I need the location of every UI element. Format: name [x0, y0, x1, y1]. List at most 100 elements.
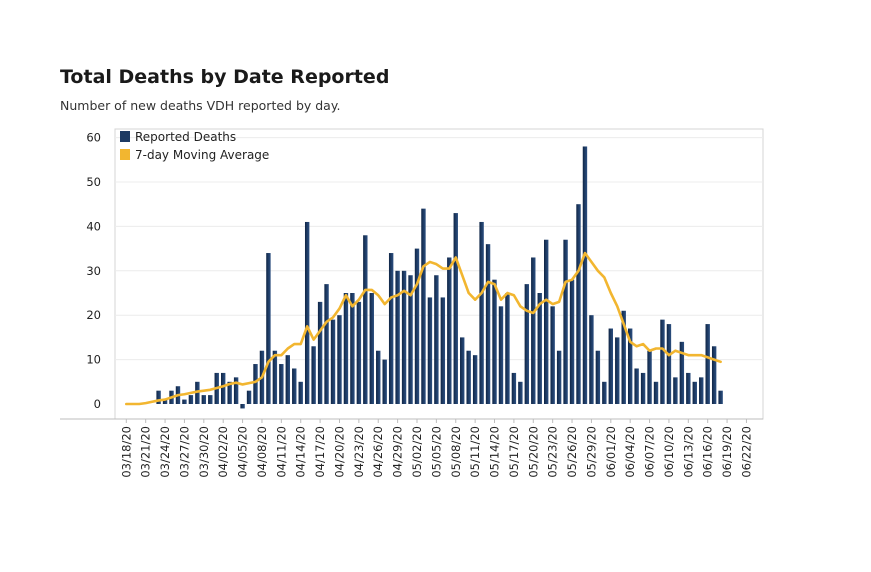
bar-04-10-20: [272, 350, 278, 404]
bar-05-05-20: [434, 275, 439, 404]
bar-06-18-20: [718, 390, 723, 404]
bar-06-15-20: [699, 377, 704, 404]
bar-05-08-20: [453, 213, 458, 404]
chart-subtitle: Number of new deaths VDH reported by day…: [60, 98, 341, 113]
bar-06-04-20: [627, 328, 633, 404]
bar-04-20-20: [337, 315, 342, 404]
gridlines: [115, 137, 763, 361]
bar-04-17-20: [317, 301, 323, 404]
x-tick-label: 04/17/20: [313, 426, 327, 478]
bar-04-03-20: [227, 381, 232, 404]
y-tick-label: 30: [86, 264, 101, 278]
bar-04-29-20: [395, 270, 400, 404]
x-tick-label: 06/19/20: [720, 426, 734, 478]
x-tick-label: 04/08/20: [255, 426, 269, 478]
x-tick-label: 05/02/20: [410, 426, 424, 478]
x-tick-label: 05/26/20: [565, 426, 579, 478]
bar-04-15-20: [304, 221, 310, 404]
bar-06-09-20: [660, 319, 665, 404]
x-tick-label: 03/21/20: [139, 426, 153, 478]
bar-05-06-20: [440, 297, 446, 404]
bar-05-27-20: [576, 204, 581, 404]
x-tick-label: 04/20/20: [332, 426, 346, 478]
bar-04-26-20: [376, 350, 381, 404]
bar-05-16-20: [505, 293, 510, 404]
x-tick-label: 05/20/20: [526, 426, 540, 478]
legend-label-moving-average: 7-day Moving Average: [135, 148, 269, 162]
bar-04-21-20: [343, 293, 349, 404]
bar-04-16-20: [311, 346, 316, 404]
y-axis: 0 10 20 30 40 50 60: [86, 131, 101, 411]
bar-03-31-20: [208, 395, 213, 404]
bar-05-15-20: [498, 306, 504, 404]
bar-05-17-20: [511, 372, 517, 404]
x-tick-label: 05/29/20: [584, 426, 598, 478]
bar-06-17-20: [711, 346, 717, 404]
bar-04-07-20: [253, 364, 258, 404]
y-tick-label: 20: [86, 308, 101, 322]
x-tick-label: 05/23/20: [546, 426, 560, 478]
bar-06-05-20: [634, 368, 639, 404]
bar-03-28-20: [188, 395, 194, 404]
bar-04-22-20: [350, 293, 355, 404]
bar-03-24-20: [162, 399, 168, 404]
y-tick-label: 0: [94, 397, 101, 411]
moving-average-line: [125, 251, 722, 406]
x-tick-label: 05/17/20: [507, 426, 521, 478]
bar-04-23-20: [356, 301, 362, 404]
bar-04-09-20: [266, 253, 271, 404]
bar-06-11-20: [673, 377, 678, 404]
bar-06-16-20: [705, 324, 710, 404]
x-tick-label: 04/23/20: [352, 426, 366, 478]
bar-05-21-20: [537, 293, 542, 404]
x-tick-label: 04/29/20: [391, 426, 405, 478]
bar-06-07-20: [647, 350, 652, 404]
bar-06-13-20: [686, 372, 691, 404]
bar-05-25-20: [563, 239, 568, 404]
plot-area: [114, 128, 764, 420]
x-tick-label: 06/10/20: [662, 426, 676, 478]
x-tick-label: 06/16/20: [701, 426, 715, 478]
bar-04-19-20: [330, 319, 336, 404]
bar-05-10-20: [466, 350, 471, 404]
bar-05-02-20: [414, 248, 420, 404]
bar-05-13-20: [485, 244, 491, 404]
bar-05-18-20: [518, 381, 523, 404]
bar-05-01-20: [408, 275, 413, 404]
bar-04-28-20: [388, 253, 394, 404]
x-tick-label: 03/27/20: [177, 426, 191, 478]
bar-04-18-20: [324, 284, 329, 404]
x-tick-label: 05/14/20: [488, 426, 502, 478]
bar-04-14-20: [298, 381, 303, 404]
bar-04-11-20: [279, 364, 284, 404]
x-tick-label: 03/24/20: [158, 426, 172, 478]
bar-04-06-20: [246, 390, 252, 404]
line-series: [125, 251, 722, 406]
bar-05-07-20: [447, 257, 452, 404]
bar-03-30-20: [201, 395, 207, 404]
x-tick-label: 03/18/20: [119, 426, 133, 478]
bar-03-27-20: [182, 399, 187, 404]
bar-05-12-20: [479, 221, 484, 404]
bar-04-27-20: [382, 359, 387, 404]
bar-04-04-20: [233, 377, 239, 404]
bar-05-28-20: [582, 146, 588, 405]
bar-04-30-20: [401, 270, 407, 404]
bar-06-01-20: [608, 328, 613, 404]
x-tick-label: 06/04/20: [623, 426, 637, 478]
bar-06-12-20: [679, 341, 685, 404]
y-tick-label: 10: [86, 353, 101, 367]
bar-04-12-20: [285, 355, 290, 404]
y-tick-label: 40: [86, 219, 101, 233]
bar-05-24-20: [556, 350, 562, 404]
x-tick-label: 04/14/20: [294, 426, 308, 478]
bar-04-13-20: [292, 368, 297, 404]
bar-05-23-20: [550, 306, 555, 404]
bar-05-26-20: [569, 279, 575, 404]
bar-04-24-20: [363, 235, 368, 404]
x-tick-label: 04/05/20: [236, 426, 250, 478]
bar-05-31-20: [602, 381, 607, 404]
chart-title: Total Deaths by Date Reported: [60, 66, 390, 88]
bar-06-03-20: [621, 310, 626, 404]
